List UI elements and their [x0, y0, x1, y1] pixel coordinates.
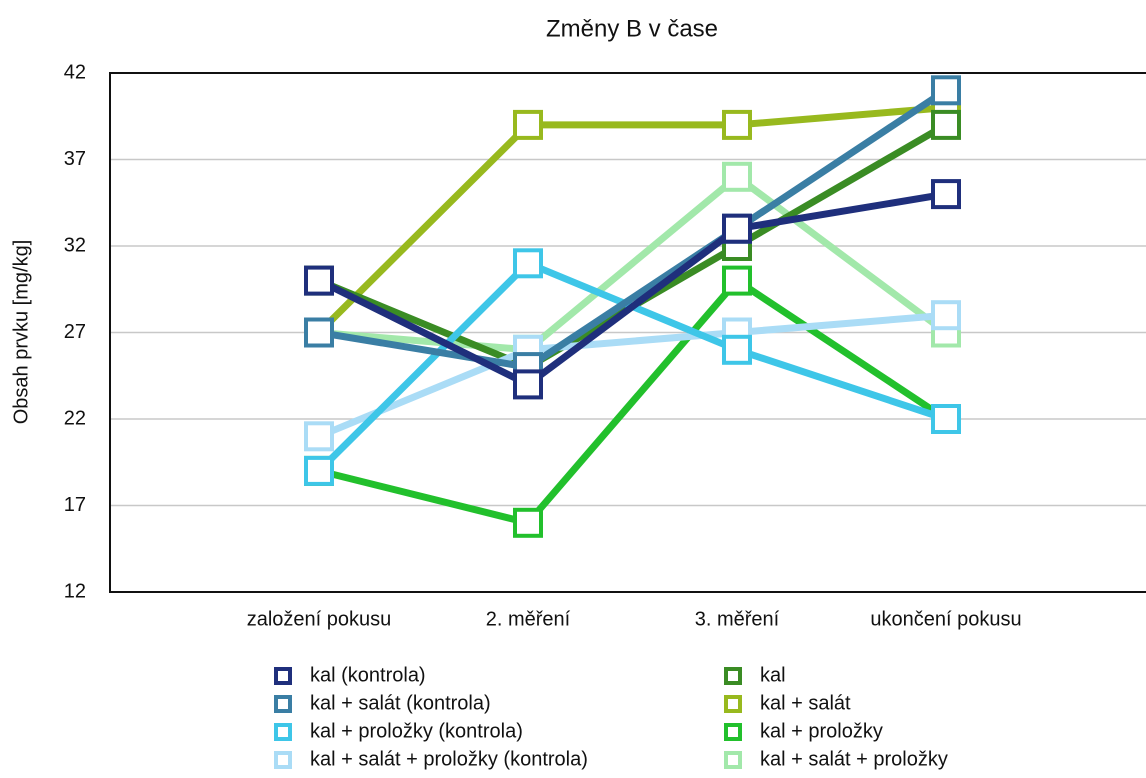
legend-label: kal + salát + proložky (kontrola) — [310, 748, 588, 770]
point-marker — [304, 455, 334, 486]
series-line — [317, 190, 947, 388]
legend-marker — [274, 751, 292, 769]
chart-title: Změny B v čase — [546, 15, 718, 42]
legend-label: kal + salát + proložky — [760, 748, 948, 770]
point-marker — [513, 248, 543, 279]
y-tick-label: 37 — [64, 148, 86, 170]
legend-label: kal + salát (kontrola) — [310, 692, 491, 714]
legend-label: kal — [760, 664, 786, 686]
y-tick-label: 32 — [64, 234, 86, 256]
legend-marker — [274, 667, 292, 685]
x-tick-label: založení pokusu — [247, 608, 392, 630]
legend-label: kal + proložky — [760, 720, 883, 742]
point-marker — [304, 265, 334, 296]
point-marker — [931, 300, 961, 331]
y-tick-label: 27 — [64, 321, 86, 343]
series-line — [318, 277, 948, 527]
legend-marker — [724, 751, 742, 769]
series-line — [316, 104, 947, 335]
point-marker — [722, 213, 752, 244]
point-marker — [513, 109, 543, 140]
y-tick-label: 22 — [64, 407, 86, 429]
point-marker — [513, 507, 543, 538]
x-tick-label: 2. měření — [486, 608, 571, 630]
x-tick-label: ukončení pokusu — [870, 608, 1021, 630]
legend-marker — [274, 695, 292, 713]
point-marker — [931, 109, 961, 140]
legend-label: kal + salát — [760, 692, 851, 714]
legend-marker — [724, 723, 742, 741]
x-tick-label: 3. měření — [695, 608, 780, 630]
y-tick-label: 17 — [64, 494, 86, 516]
legend-label: kal + proložky (kontrola) — [310, 720, 523, 742]
point-marker — [722, 265, 752, 296]
point-marker — [722, 161, 752, 192]
y-tick-label: 42 — [64, 61, 86, 83]
point-marker — [304, 317, 334, 348]
point-marker — [304, 421, 334, 452]
y-tick-label: 12 — [64, 580, 86, 602]
legend-label: kal (kontrola) — [310, 664, 426, 686]
point-marker — [722, 109, 752, 140]
point-marker — [931, 179, 961, 210]
point-marker — [931, 404, 961, 434]
series-line — [317, 311, 947, 440]
series-line — [318, 87, 948, 371]
y-axis-label: Obsah prvku [mg/kg] — [10, 240, 32, 425]
legend-marker — [724, 667, 742, 685]
point-marker — [513, 369, 543, 400]
point-marker — [931, 75, 961, 106]
series-line — [318, 173, 949, 354]
axis-frame — [109, 72, 1146, 593]
point-marker — [722, 334, 752, 365]
legend-marker — [274, 723, 292, 741]
legend-marker — [724, 695, 742, 713]
